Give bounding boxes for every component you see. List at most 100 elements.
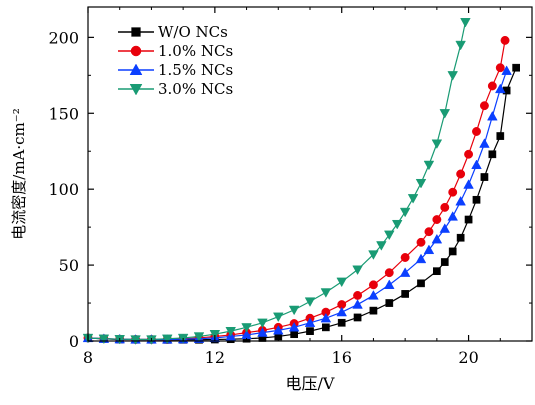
series-1	[83, 35, 510, 344]
data-point	[288, 305, 300, 316]
data-point	[257, 327, 268, 337]
series-line	[87, 67, 517, 341]
data-point	[376, 241, 387, 251]
legend-label: 1.5% NCs	[158, 61, 233, 79]
data-point	[456, 233, 465, 242]
data-point	[304, 317, 316, 327]
data-point	[495, 63, 505, 73]
data-point	[306, 327, 314, 335]
data-point	[416, 237, 426, 247]
data-point	[432, 215, 442, 224]
data-point	[337, 318, 346, 327]
series-0	[84, 63, 520, 344]
data-point	[130, 335, 141, 345]
y-tick-label: 0	[69, 332, 79, 351]
data-point	[385, 299, 394, 307]
data-point	[368, 250, 379, 260]
data-point	[464, 215, 473, 224]
data-point	[455, 40, 466, 51]
data-point	[440, 202, 450, 212]
legend-marker	[129, 63, 143, 76]
data-point	[320, 288, 332, 298]
data-point	[391, 219, 403, 230]
data-point	[496, 132, 505, 140]
data-point	[500, 35, 510, 45]
data-point	[273, 312, 284, 323]
plot-frame	[87, 6, 533, 342]
data-point	[98, 334, 110, 345]
data-point	[464, 149, 474, 159]
y-axis-label: 电流密度/mA·cm⁻²	[10, 108, 28, 239]
data-point	[479, 138, 490, 148]
data-point	[336, 277, 347, 288]
data-point	[352, 265, 363, 276]
series-line	[87, 40, 506, 341]
data-point	[440, 258, 449, 266]
data-point	[455, 195, 466, 206]
series-layer	[82, 18, 520, 345]
data-point	[417, 279, 425, 288]
x-tick-label: 12	[205, 348, 225, 367]
data-point	[399, 207, 411, 218]
data-point	[495, 83, 506, 94]
data-point	[384, 279, 395, 289]
data-point	[487, 110, 498, 121]
data-point	[431, 233, 443, 244]
data-point	[460, 18, 471, 28]
y-tick-label: 150	[48, 104, 79, 123]
data-point	[336, 306, 347, 317]
data-point	[479, 101, 489, 111]
data-point	[448, 187, 458, 197]
y-tick-label: 200	[48, 28, 79, 47]
legend-marker	[129, 83, 143, 96]
legend-label: W/O NCs	[158, 23, 228, 41]
data-point	[384, 268, 394, 278]
data-point	[488, 150, 497, 159]
y-tick-label: 50	[59, 256, 79, 275]
data-point	[471, 159, 482, 170]
data-point	[320, 312, 332, 323]
data-point	[448, 247, 457, 256]
data-point	[423, 160, 435, 171]
data-point	[384, 230, 395, 241]
legend-marker	[131, 27, 141, 37]
data-point	[415, 178, 427, 189]
x-tick-label: 8	[83, 348, 93, 367]
data-point	[304, 297, 316, 307]
series-3	[82, 18, 471, 345]
data-point	[463, 179, 474, 189]
legend-label: 1.0% NCs	[158, 42, 233, 60]
data-point	[501, 65, 512, 75]
data-point	[424, 227, 434, 237]
data-point	[352, 299, 363, 309]
data-point	[225, 326, 236, 337]
data-point	[407, 194, 419, 204]
legend-label: 3.0% NCs	[158, 80, 233, 98]
x-tick-label: 20	[458, 348, 478, 367]
data-point	[487, 81, 497, 91]
legend-marker	[130, 45, 142, 57]
data-point	[401, 290, 409, 298]
data-point	[322, 323, 330, 332]
data-point	[512, 63, 520, 72]
x-axis-label: 电压/V	[286, 374, 335, 393]
data-point	[288, 321, 300, 332]
data-point	[431, 139, 443, 150]
data-point	[433, 267, 441, 276]
data-point	[439, 223, 451, 233]
data-point	[447, 211, 458, 221]
data-point	[456, 169, 466, 179]
data-point	[241, 323, 252, 333]
data-point	[399, 267, 411, 277]
x-tick-label: 16	[332, 348, 352, 367]
data-point	[472, 195, 481, 204]
data-point	[472, 127, 481, 136]
data-point	[257, 318, 268, 329]
data-point	[369, 306, 378, 315]
y-tick-label: 100	[48, 180, 79, 199]
data-point	[273, 324, 284, 335]
